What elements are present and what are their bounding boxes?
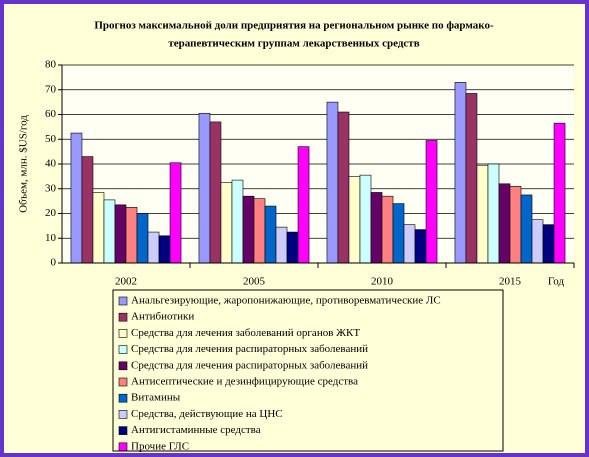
bar xyxy=(169,162,182,264)
legend-swatch xyxy=(118,410,128,419)
legend-label: Средства для лечения заболеваний органов… xyxy=(131,327,360,339)
x-tick-label: 2015 xyxy=(499,276,522,288)
legend-swatch xyxy=(118,393,128,403)
bar xyxy=(476,164,489,264)
bar xyxy=(198,112,211,264)
bar xyxy=(264,205,277,264)
y-tick-label: 70 xyxy=(45,83,57,95)
bar xyxy=(498,183,511,264)
legend-label: Средства, действующие на ЦНС xyxy=(131,408,283,420)
legend-label: Прочие ГЛС xyxy=(131,440,189,452)
bar xyxy=(348,176,361,264)
y-tick-label: 80 xyxy=(45,59,57,71)
bar xyxy=(542,224,555,264)
x-tick-label: 2010 xyxy=(371,276,394,288)
bar xyxy=(158,235,171,264)
y-tick-label: 60 xyxy=(45,108,57,120)
legend-label: Средства для лечения распираторных забол… xyxy=(131,343,368,355)
y-tick-label: 50 xyxy=(45,133,57,145)
legend-swatch xyxy=(118,329,128,338)
bar xyxy=(370,192,383,264)
bar xyxy=(425,140,438,264)
bar xyxy=(253,198,266,264)
legend xyxy=(112,289,504,452)
bar xyxy=(136,213,149,264)
y-tick-label: 0 xyxy=(51,257,57,269)
bar xyxy=(70,132,83,264)
bar xyxy=(414,229,427,264)
legend-swatch xyxy=(118,312,128,322)
bar xyxy=(403,224,416,264)
bar xyxy=(231,179,244,264)
bar xyxy=(242,195,255,264)
legend-swatch xyxy=(118,442,128,452)
bar xyxy=(209,121,222,264)
x-tick-label: 2002 xyxy=(115,276,137,288)
bar xyxy=(326,101,339,264)
bar xyxy=(454,82,467,264)
bar xyxy=(531,219,544,264)
y-tick-label: 10 xyxy=(45,232,57,244)
bar xyxy=(147,231,160,264)
chart-title: терапевтическим группам лекарственных ср… xyxy=(168,38,419,50)
legend-label: Антигистаминные средства xyxy=(131,424,261,436)
bar xyxy=(337,111,350,264)
legend-label: Анальгезирующие, жаропонижающие, противо… xyxy=(131,295,441,307)
bar xyxy=(359,174,372,264)
legend-swatch xyxy=(118,345,128,354)
legend-label: Витамины xyxy=(131,392,181,404)
legend-swatch xyxy=(118,361,128,371)
bar xyxy=(125,207,138,264)
bar xyxy=(509,185,522,264)
legend-swatch xyxy=(118,426,128,435)
bar xyxy=(297,146,310,264)
y-tick-label: 40 xyxy=(45,158,57,170)
legend-label: Антисептические и дезинфицирующие средст… xyxy=(131,376,358,388)
bar xyxy=(553,122,566,264)
bar xyxy=(286,231,299,264)
y-axis-label: Объем, млн. $US/год xyxy=(18,115,30,213)
x-axis-label: Год xyxy=(548,276,565,288)
bar xyxy=(220,182,233,264)
bar xyxy=(275,226,288,264)
bar xyxy=(520,194,533,264)
legend-swatch xyxy=(118,296,128,306)
bar xyxy=(381,195,394,264)
bar xyxy=(465,93,478,264)
y-tick-label: 20 xyxy=(45,207,57,219)
legend-label: Антибиотики xyxy=(131,311,194,323)
x-tick-label: 2005 xyxy=(243,276,266,288)
legend-label: Средства для лечения распираторных забол… xyxy=(131,359,368,371)
bar xyxy=(81,156,94,264)
bar xyxy=(103,199,116,264)
bar xyxy=(487,163,500,264)
bar xyxy=(392,203,405,264)
y-tick-label: 30 xyxy=(45,182,57,194)
bar xyxy=(114,204,127,264)
bar xyxy=(92,192,105,264)
chart-title: Прогноз максимальной доли предприятия на… xyxy=(94,20,494,32)
legend-swatch xyxy=(118,377,128,387)
